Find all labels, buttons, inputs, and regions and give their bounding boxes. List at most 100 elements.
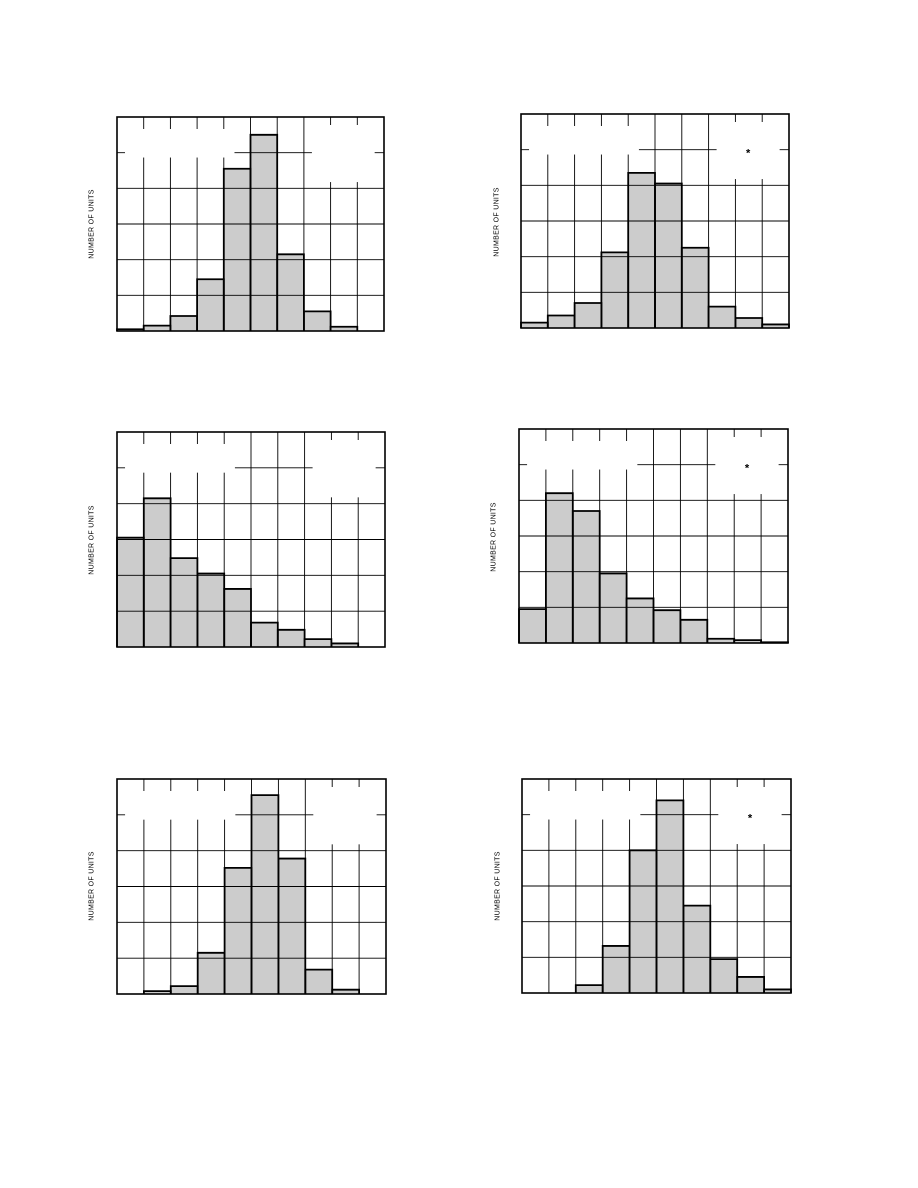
bar [197, 573, 225, 647]
bar [251, 795, 279, 994]
bar [737, 976, 765, 993]
label-area [125, 791, 236, 820]
legend-box [313, 787, 377, 845]
legend-box [311, 125, 375, 183]
bar [735, 318, 763, 328]
bar [628, 172, 655, 328]
bar [224, 867, 252, 994]
label-area [125, 444, 235, 473]
bar-outline [680, 246, 710, 328]
bar [223, 168, 251, 331]
plot-frame [521, 778, 792, 994]
legend-box [312, 440, 376, 498]
bar [681, 247, 709, 328]
bar-outline [223, 588, 252, 647]
bar [170, 316, 198, 331]
label-area [530, 791, 641, 820]
bar [626, 598, 654, 643]
bar [277, 254, 304, 331]
bar [599, 573, 627, 643]
bar [707, 638, 735, 643]
bar [170, 558, 198, 647]
bar [656, 800, 684, 993]
bar [250, 134, 278, 331]
bar-outline [276, 253, 305, 331]
bar [601, 252, 629, 328]
bar-outline [736, 976, 765, 993]
bar [653, 610, 681, 643]
bar [710, 959, 738, 993]
bar [683, 905, 711, 993]
bar [708, 306, 736, 328]
plot-frame [116, 116, 385, 332]
bar [143, 498, 171, 647]
bar-outline [734, 317, 764, 328]
plot-frame [518, 428, 789, 644]
label-area [125, 129, 235, 158]
bar [602, 945, 630, 993]
bar [680, 619, 708, 643]
bars [521, 172, 789, 328]
bar-outline [655, 799, 685, 993]
bar [545, 493, 573, 643]
bar [305, 969, 333, 994]
bar [521, 322, 548, 328]
bar [224, 588, 251, 647]
legend-box [715, 437, 779, 495]
bars [117, 498, 359, 647]
bar [197, 952, 225, 994]
bar [572, 511, 600, 643]
legend-box [718, 787, 782, 845]
bar-outlines [520, 171, 790, 328]
bars [143, 795, 360, 994]
bar-outline [303, 310, 332, 331]
plot-frame [116, 431, 386, 648]
bar [330, 326, 358, 331]
bar [519, 609, 546, 643]
legend-box [716, 122, 780, 180]
bar-outline [331, 988, 360, 994]
bar [197, 279, 224, 331]
bar [143, 325, 171, 331]
bar-outline [679, 618, 709, 643]
bar [251, 622, 278, 647]
bars [519, 493, 788, 643]
bar [277, 629, 305, 647]
label-area [529, 126, 639, 155]
bar [764, 989, 791, 993]
bar-outline [682, 904, 712, 993]
legend-marker: * [746, 147, 751, 159]
bar-outlines [143, 794, 360, 994]
plot-frame [520, 113, 790, 329]
bar-outline [304, 968, 334, 994]
bar [331, 643, 359, 647]
bar-outline [277, 857, 307, 994]
bar [117, 537, 144, 647]
bar-outlines [518, 492, 789, 644]
plot-frame [116, 778, 387, 995]
bar [143, 991, 171, 994]
bar [303, 311, 331, 331]
bar-outline [249, 133, 279, 331]
bars [117, 134, 358, 331]
bar-outlines [574, 799, 792, 993]
bar-outline [330, 642, 360, 647]
bar [278, 858, 306, 994]
bar [575, 985, 603, 993]
bar [332, 989, 360, 994]
legend-marker: * [745, 462, 750, 474]
bar [574, 303, 602, 328]
bar-outlines [116, 133, 359, 331]
bar [170, 986, 198, 994]
label-area [527, 441, 638, 470]
bar-outlines [116, 497, 360, 647]
legend-marker: * [748, 812, 753, 824]
bar [762, 324, 789, 328]
bar [547, 315, 575, 328]
